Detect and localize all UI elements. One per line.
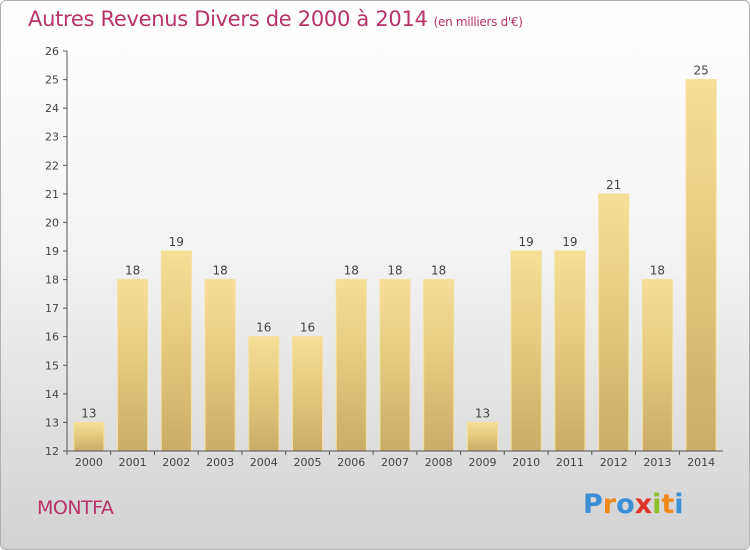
logo-letter: i bbox=[674, 489, 684, 520]
y-tick-label-16: 16 bbox=[45, 331, 59, 344]
place-name: MONTFA bbox=[37, 497, 114, 519]
bar-2008 bbox=[423, 279, 455, 452]
data-label-2005: 16 bbox=[300, 321, 315, 335]
y-tick-label-15: 15 bbox=[45, 359, 59, 372]
bar-2014 bbox=[685, 79, 717, 452]
y-tick-label-12: 12 bbox=[45, 445, 59, 458]
data-label-2002: 19 bbox=[169, 235, 184, 249]
y-tick-label-23: 23 bbox=[45, 131, 59, 144]
x-tick-label-2002: 2002 bbox=[162, 456, 190, 469]
data-label-2009: 13 bbox=[475, 406, 490, 420]
proxiti-logo[interactable]: Proxiti bbox=[583, 489, 684, 520]
bar-2007 bbox=[379, 279, 411, 452]
data-label-2003: 18 bbox=[212, 264, 227, 278]
y-tick-label-17: 17 bbox=[45, 302, 59, 315]
logo-letter: o bbox=[616, 489, 635, 520]
x-tick-label-2007: 2007 bbox=[381, 456, 409, 469]
x-tick-label-2009: 2009 bbox=[469, 456, 497, 469]
bar-2004 bbox=[248, 336, 280, 452]
y-tick-label-19: 19 bbox=[45, 245, 59, 258]
data-label-2008: 18 bbox=[431, 264, 446, 278]
x-tick-label-2000: 2000 bbox=[75, 456, 103, 469]
y-tick-label-25: 25 bbox=[45, 74, 59, 87]
x-tick-label-2005: 2005 bbox=[294, 456, 322, 469]
bar-2005 bbox=[292, 336, 323, 452]
labels-layer: 13 2000 18 2001 19 2002 18 2003 16 2004 16 2005 18 20… bbox=[45, 45, 715, 469]
data-label-2013: 18 bbox=[650, 264, 665, 278]
axes bbox=[63, 50, 723, 455]
data-label-2014: 25 bbox=[693, 64, 708, 78]
x-tick-label-2013: 2013 bbox=[643, 456, 671, 469]
x-tick-label-2001: 2001 bbox=[119, 456, 147, 469]
logo-letter: t bbox=[661, 489, 675, 520]
y-tick-label-22: 22 bbox=[45, 159, 59, 172]
logo-letter: P bbox=[583, 489, 603, 520]
data-label-2012: 21 bbox=[606, 178, 621, 192]
data-label-2007: 18 bbox=[387, 264, 402, 278]
bar-2010 bbox=[510, 250, 542, 452]
chart-title-text: Autres Revenus Divers de 2000 à 2014 bbox=[28, 7, 428, 31]
y-tick-label-18: 18 bbox=[45, 274, 59, 287]
bar-2006 bbox=[335, 279, 367, 452]
bar-2001 bbox=[117, 279, 149, 452]
bar-2003 bbox=[204, 279, 236, 452]
data-label-2006: 18 bbox=[344, 264, 359, 278]
x-tick-label-2006: 2006 bbox=[337, 456, 365, 469]
bars-layer bbox=[73, 79, 717, 452]
bar-2013 bbox=[641, 279, 673, 452]
y-tick-label-24: 24 bbox=[45, 102, 59, 115]
y-tick-label-26: 26 bbox=[45, 45, 59, 58]
x-tick-label-2011: 2011 bbox=[556, 456, 584, 469]
x-tick-label-2003: 2003 bbox=[206, 456, 234, 469]
y-tick-label-14: 14 bbox=[45, 388, 59, 401]
y-tick-label-13: 13 bbox=[45, 416, 59, 429]
bar-2009 bbox=[467, 421, 498, 452]
data-label-2011: 19 bbox=[562, 235, 577, 249]
y-tick-label-21: 21 bbox=[45, 188, 59, 201]
data-label-2010: 19 bbox=[519, 235, 534, 249]
bar-2002 bbox=[160, 250, 192, 452]
logo-letter: r bbox=[602, 489, 617, 520]
bar-2012 bbox=[598, 193, 630, 452]
logo-letter: i bbox=[652, 489, 662, 520]
bar-2011 bbox=[554, 250, 586, 452]
x-tick-label-2010: 2010 bbox=[512, 456, 540, 469]
data-label-2000: 13 bbox=[81, 406, 96, 420]
x-tick-label-2012: 2012 bbox=[600, 456, 628, 469]
bar-2000 bbox=[73, 421, 105, 452]
x-tick-label-2008: 2008 bbox=[425, 456, 453, 469]
chart-subtitle: (en milliers d'€) bbox=[433, 15, 523, 29]
y-tick-label-20: 20 bbox=[45, 216, 59, 229]
x-tick-label-2014: 2014 bbox=[687, 456, 715, 469]
data-label-2004: 16 bbox=[256, 321, 271, 335]
logo-letter: x bbox=[634, 489, 653, 520]
data-label-2001: 18 bbox=[125, 264, 140, 278]
x-tick-label-2004: 2004 bbox=[250, 456, 278, 469]
chart-title: Autres Revenus Divers de 2000 à 2014 (en … bbox=[28, 7, 523, 31]
